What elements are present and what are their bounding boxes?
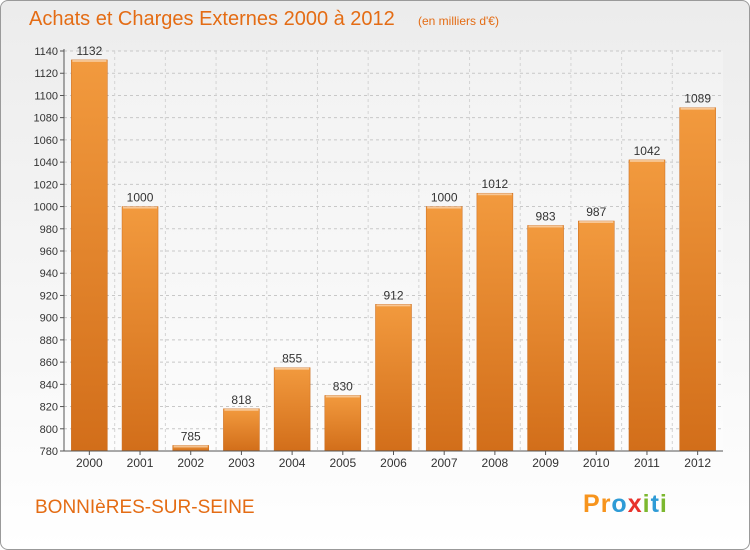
bar xyxy=(71,59,108,452)
bar-value-label: 1132 xyxy=(76,44,102,58)
chart-title: Achats et Charges Externes 2000 à 2012 xyxy=(29,8,395,30)
x-tick-label: 2010 xyxy=(583,456,610,470)
y-tick-label: 800 xyxy=(40,424,58,436)
y-tick-label: 1020 xyxy=(34,179,58,191)
logo-letter: x xyxy=(627,490,643,518)
bar xyxy=(578,220,615,452)
bar-highlight xyxy=(579,221,614,223)
logo-letter: i xyxy=(659,490,668,518)
bar-highlight xyxy=(72,59,107,62)
x-tick-label: 2005 xyxy=(329,456,356,470)
bar xyxy=(425,206,463,452)
axes: 780 800 820 840 860 880 900 920 940 960 980 1000 102… xyxy=(34,46,723,470)
chart-subtitle: (en milliers d'€) xyxy=(418,14,499,28)
bar xyxy=(679,107,716,452)
y-tick-label: 780 xyxy=(40,446,58,458)
bar xyxy=(375,304,412,452)
logo-letter: t xyxy=(650,490,660,518)
bar xyxy=(273,367,311,452)
bar-highlight xyxy=(173,445,208,448)
x-tick-label: 2002 xyxy=(177,456,204,470)
bar-value-label: 1000 xyxy=(431,191,458,205)
logo-letter: i xyxy=(642,490,651,518)
bar-highlight xyxy=(325,395,360,398)
y-tick-label: 1140 xyxy=(34,46,58,58)
bar-highlight xyxy=(680,107,715,110)
y-tick-label: 820 xyxy=(40,402,58,414)
y-tick-label: 960 xyxy=(40,246,58,258)
logo-letter: o xyxy=(611,490,628,518)
y-tick-label: 840 xyxy=(40,379,58,391)
x-tick-label: 2011 xyxy=(634,456,660,470)
bar xyxy=(121,206,159,452)
bar-highlight xyxy=(123,206,158,209)
x-tick-label: 2009 xyxy=(532,456,559,470)
x-tick-label: 2008 xyxy=(482,456,509,470)
y-tick-label: 1060 xyxy=(34,135,58,147)
bar-highlight xyxy=(427,206,462,209)
y-tick-label: 860 xyxy=(40,357,58,369)
bar xyxy=(476,192,514,452)
logo-letter: r xyxy=(600,490,612,518)
bar xyxy=(527,225,564,452)
bar xyxy=(223,408,260,452)
bar-highlight xyxy=(528,225,563,228)
bar xyxy=(628,159,666,452)
y-tick-label: 900 xyxy=(40,313,58,325)
bar-value-label: 912 xyxy=(383,288,403,302)
x-tick-label: 2012 xyxy=(684,456,711,470)
bar-highlight xyxy=(376,304,411,307)
y-tick-label: 940 xyxy=(40,268,58,280)
y-tick-label: 1120 xyxy=(34,68,58,80)
bar-highlight xyxy=(275,367,310,370)
bars: 1132 1000 785 818 855 830 912 1000 1012 983 987 104… xyxy=(71,44,716,452)
x-tick-label: 2003 xyxy=(228,456,255,470)
y-tick-label: 920 xyxy=(40,290,58,302)
bar-value-label: 830 xyxy=(333,379,353,393)
bar-value-label: 855 xyxy=(282,352,302,366)
bar-value-label: 983 xyxy=(536,209,556,223)
x-tick-label: 2004 xyxy=(279,456,306,470)
x-tick-label: 2006 xyxy=(380,456,407,470)
y-tick-label: 1000 xyxy=(34,202,58,214)
y-tick-label: 1080 xyxy=(34,113,58,125)
bar-highlight xyxy=(224,408,259,411)
y-tick-label: 1040 xyxy=(34,157,58,169)
bar xyxy=(324,395,362,452)
bar-value-label: 1042 xyxy=(634,144,661,158)
y-tick-label: 880 xyxy=(40,335,58,347)
bar-value-label: 785 xyxy=(181,429,201,443)
y-tick-label: 1100 xyxy=(34,90,58,102)
x-tick-label: 2001 xyxy=(127,456,154,470)
y-tick-label: 980 xyxy=(40,224,58,236)
bar-value-label: 1089 xyxy=(684,92,711,106)
commune-name: BONNIèRES-SUR-SEINE xyxy=(35,497,255,518)
bar-value-label: 1000 xyxy=(127,191,154,205)
x-tick-label: 2000 xyxy=(76,456,103,470)
bar-value-label: 987 xyxy=(586,205,606,219)
bar-value-label: 1012 xyxy=(482,177,509,191)
logo-letter: P xyxy=(583,490,601,518)
bar-value-label: 818 xyxy=(231,393,251,407)
bar-highlight xyxy=(629,159,664,162)
x-tick-label: 2007 xyxy=(431,456,458,470)
bar-highlight xyxy=(477,193,512,196)
proxiti-logo[interactable]: Proxiti xyxy=(583,490,668,519)
